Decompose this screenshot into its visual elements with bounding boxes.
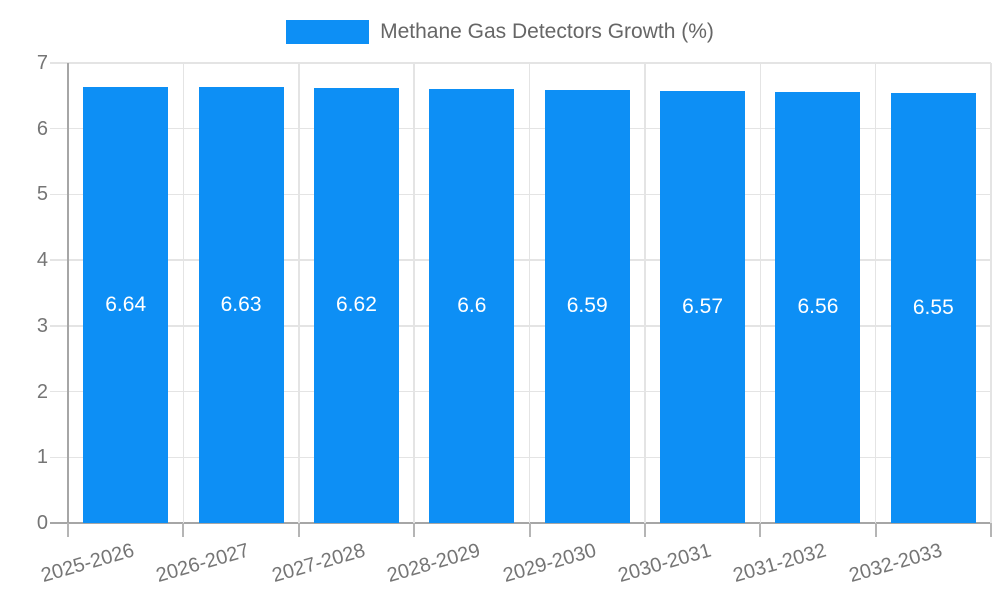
bar-2030-2031	[660, 91, 746, 523]
x-tick-mark	[297, 523, 300, 537]
v-gridline	[528, 63, 531, 523]
x-tick-mark	[643, 523, 646, 537]
x-tick-mark	[413, 523, 416, 537]
bar-value-label: 6.55	[912, 295, 954, 319]
bar-value-label: 6.56	[797, 295, 839, 319]
legend-label: Methane Gas Detectors Growth (%)	[380, 20, 714, 43]
h-gridline	[50, 127, 991, 130]
v-gridline	[874, 63, 877, 523]
y-tick-label: 7	[36, 52, 48, 74]
y-tick-label: 0	[36, 512, 48, 534]
h-gridline	[50, 325, 991, 327]
bar-2029-2030	[544, 89, 630, 523]
bar-2025-2026	[83, 86, 169, 523]
y-tick-label: 1	[36, 446, 48, 469]
y-axis-line	[67, 63, 69, 523]
x-tick-label: 2027-2028	[269, 539, 368, 587]
h-gridline	[50, 390, 991, 393]
x-axis-line	[50, 522, 991, 524]
h-gridline	[50, 62, 991, 64]
v-gridline	[644, 63, 646, 523]
bar-value-label: 6.57	[682, 295, 723, 319]
chart-legend: Methane Gas Detectors Growth (%)	[0, 20, 1000, 44]
h-gridline	[50, 259, 991, 261]
h-gridline	[50, 193, 991, 196]
legend-swatch[interactable]	[286, 20, 370, 44]
y-tick-label: 2	[36, 380, 48, 403]
bar-value-label: 6.63	[220, 293, 262, 317]
x-tick-mark	[759, 523, 762, 537]
y-tick-label: 4	[36, 249, 48, 272]
bar-value-label: 6.64	[105, 292, 147, 316]
bar-value-label: 6.59	[566, 294, 608, 318]
bar-value-label: 6.6	[457, 294, 487, 318]
x-tick-label: 2032-2033	[846, 539, 945, 587]
y-tick-label: 6	[36, 117, 48, 140]
x-tick-label: 2031-2032	[730, 539, 829, 587]
v-gridline	[182, 63, 185, 523]
bar-2031-2032	[775, 91, 861, 523]
x-tick-mark	[528, 523, 531, 537]
bar-2026-2027	[198, 87, 284, 523]
h-gridline	[50, 456, 991, 459]
x-tick-label: 2030-2031	[615, 539, 714, 587]
bar-value-label: 6.62	[336, 293, 377, 317]
v-gridline	[413, 63, 415, 523]
x-tick-label: 2026-2027	[154, 539, 253, 587]
bar-2032-2033	[890, 92, 976, 523]
x-tick-label: 2025-2026	[38, 539, 137, 587]
x-tick-mark	[182, 523, 185, 537]
v-gridline	[990, 63, 992, 523]
bar-2027-2028	[313, 87, 399, 523]
y-tick-label: 5	[36, 183, 48, 206]
x-tick-label: 2029-2030	[500, 539, 599, 587]
bar-2028-2029	[429, 89, 515, 523]
v-gridline	[759, 63, 761, 523]
x-tick-mark	[874, 523, 877, 537]
x-tick-mark	[67, 523, 69, 537]
y-tick-label: 3	[36, 314, 48, 337]
x-tick-mark	[990, 523, 992, 537]
v-gridline	[298, 63, 300, 523]
x-tick-label: 2028-2029	[384, 539, 483, 587]
